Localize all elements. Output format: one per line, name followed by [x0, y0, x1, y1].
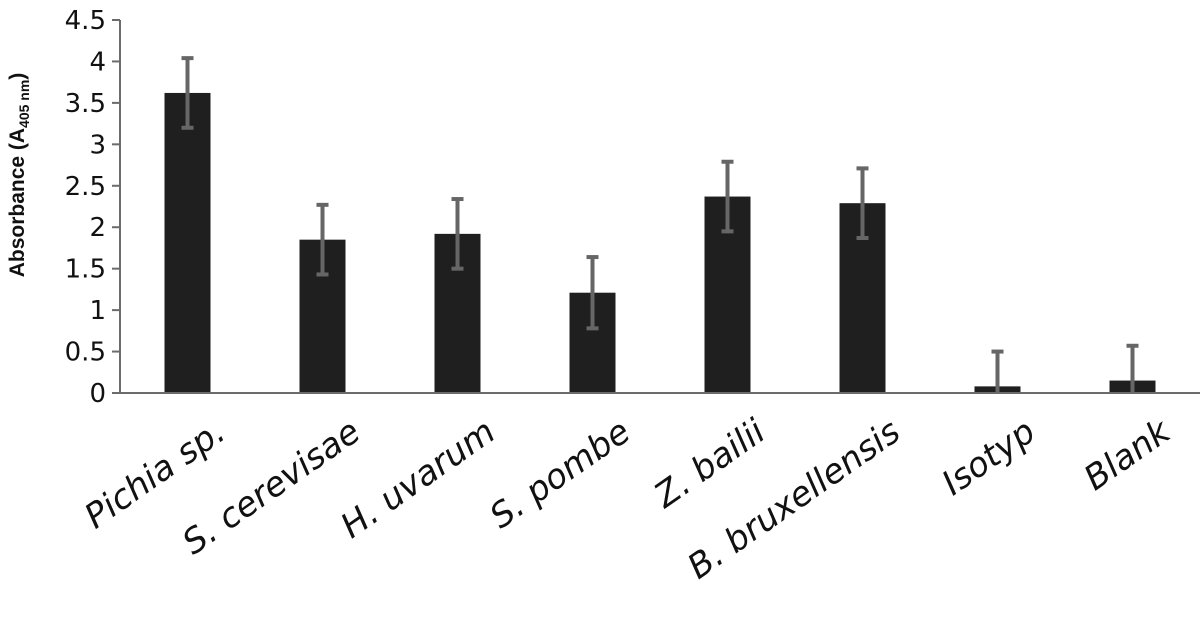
y-axis-label-prefix: Absorbance (A [6, 128, 29, 277]
bar-0 [164, 92, 211, 393]
error-bars-layer [181, 56, 1139, 393]
x-tick-label-4: Z. bailii [646, 411, 773, 516]
y-tick-label-3: 1.5 [65, 255, 106, 285]
y-tick-label-6: 3 [89, 130, 106, 160]
y-tick-label-8: 4 [89, 47, 106, 77]
y-tick-label-0: 0 [89, 379, 106, 409]
y-axis-label-subscript: 405 nm [16, 80, 32, 128]
y-tick-label-1: 0.5 [65, 338, 106, 368]
x-tick-label-3: S. pombe [483, 412, 638, 537]
axes-layer [112, 19, 1200, 394]
x-tick-label-6: Isotyp [935, 412, 1043, 504]
y-tick-label-5: 2.5 [65, 172, 106, 202]
x-tick-label-7: Blank [1077, 411, 1179, 499]
y-axis-label-suffix: ) [6, 73, 29, 80]
y-tick-label-9: 4.5 [65, 6, 106, 36]
x-tick-label-2: H. uvarum [334, 412, 503, 547]
y-tick-label-7: 3.5 [65, 89, 106, 119]
bars-layer [164, 92, 1156, 393]
y-tick-label-4: 2 [89, 213, 106, 243]
y-axis-label: Absorbance (A405 nm) [6, 73, 32, 278]
y-tick-label-2: 1 [89, 296, 106, 326]
